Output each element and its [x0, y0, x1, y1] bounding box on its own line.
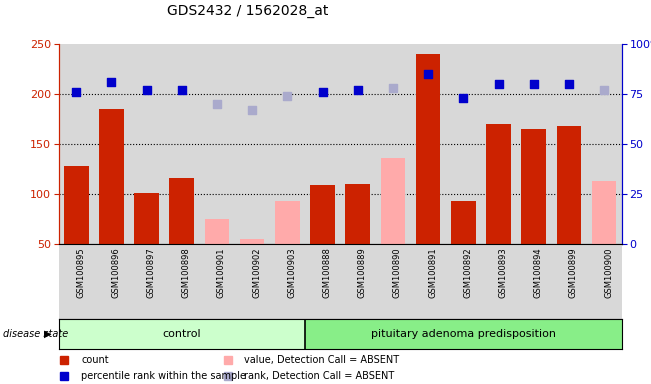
Point	[493, 81, 504, 87]
Text: GSM100890: GSM100890	[393, 248, 402, 298]
Text: GSM100902: GSM100902	[252, 248, 261, 298]
Point	[141, 87, 152, 93]
Bar	[134, 193, 159, 244]
Point	[176, 87, 187, 93]
Bar	[346, 184, 370, 244]
Text: control: control	[163, 329, 201, 339]
Bar	[169, 178, 194, 244]
Point	[388, 85, 398, 91]
Point	[71, 89, 81, 95]
Bar	[486, 124, 511, 244]
Text: GSM100893: GSM100893	[499, 248, 508, 298]
Text: percentile rank within the sample: percentile rank within the sample	[81, 371, 246, 381]
Bar	[99, 109, 124, 244]
Text: GSM100899: GSM100899	[569, 248, 578, 298]
Point	[106, 79, 117, 85]
Bar	[275, 201, 299, 244]
Point	[458, 95, 469, 101]
Bar	[64, 166, 89, 244]
Point	[212, 101, 222, 107]
Text: GSM100897: GSM100897	[146, 248, 156, 298]
Bar	[451, 201, 476, 244]
Text: GSM100900: GSM100900	[604, 248, 613, 298]
Point	[599, 87, 609, 93]
Text: count: count	[81, 354, 109, 364]
Point	[247, 107, 257, 113]
Bar	[557, 126, 581, 244]
Text: disease state: disease state	[3, 329, 68, 339]
Text: GSM100895: GSM100895	[76, 248, 85, 298]
Bar	[59, 319, 305, 349]
Bar	[416, 54, 441, 244]
Point	[529, 81, 539, 87]
Text: GSM100888: GSM100888	[322, 248, 331, 298]
Bar	[311, 185, 335, 244]
Text: GSM100901: GSM100901	[217, 248, 226, 298]
Text: GSM100894: GSM100894	[534, 248, 543, 298]
Point	[423, 71, 434, 77]
Text: GSM100889: GSM100889	[358, 248, 367, 298]
Text: rank, Detection Call = ABSENT: rank, Detection Call = ABSENT	[244, 371, 395, 381]
Point	[353, 87, 363, 93]
Text: GSM100898: GSM100898	[182, 248, 191, 298]
Text: ▶: ▶	[44, 329, 51, 339]
Point	[282, 93, 292, 99]
Bar	[381, 158, 406, 244]
Text: value, Detection Call = ABSENT: value, Detection Call = ABSENT	[244, 354, 400, 364]
Bar	[305, 319, 622, 349]
Bar	[240, 239, 264, 244]
Bar	[204, 219, 229, 244]
Text: GSM100903: GSM100903	[287, 248, 296, 298]
Text: GSM100896: GSM100896	[111, 248, 120, 298]
Bar	[521, 129, 546, 244]
Text: GSM100891: GSM100891	[428, 248, 437, 298]
Bar	[592, 181, 616, 244]
Text: GSM100892: GSM100892	[464, 248, 473, 298]
Point	[317, 89, 327, 95]
Point	[564, 81, 574, 87]
Text: GDS2432 / 1562028_at: GDS2432 / 1562028_at	[167, 4, 328, 18]
Text: pituitary adenoma predisposition: pituitary adenoma predisposition	[371, 329, 556, 339]
